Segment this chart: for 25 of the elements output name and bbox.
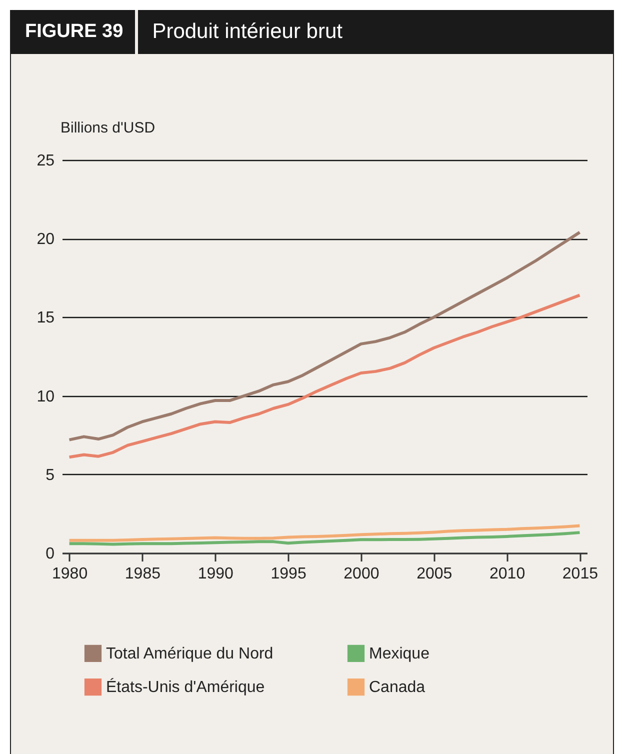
x-tick-label: 1985 bbox=[124, 566, 161, 582]
line-series bbox=[68, 524, 582, 542]
line-series bbox=[68, 531, 582, 546]
y-tick-label: 5 bbox=[46, 466, 55, 484]
line-series bbox=[68, 294, 582, 459]
x-tick-label: 1995 bbox=[270, 566, 306, 582]
x-tick-label: 2010 bbox=[489, 566, 526, 582]
chart-subtitle: Produit intérieur brut bbox=[151, 20, 342, 44]
y-tick-label: 25 bbox=[36, 152, 55, 170]
y-tick-label: 15 bbox=[36, 310, 55, 327]
x-tick-label: 2015 bbox=[562, 566, 598, 582]
x-tick-label: 1990 bbox=[198, 566, 234, 582]
y-tick-label: 0 bbox=[46, 546, 55, 562]
legend-label: États-Unis d'Amérique bbox=[106, 678, 265, 696]
x-tick-label: 2005 bbox=[416, 566, 452, 582]
legend-label: Canada bbox=[369, 679, 426, 696]
y-tick-label: 10 bbox=[36, 388, 55, 406]
y-axis-title: Billions d'USD bbox=[60, 120, 156, 136]
legend-label: Total Amérique du Nord bbox=[106, 645, 274, 662]
y-tick-label: 20 bbox=[36, 231, 55, 248]
x-tick-label: 1980 bbox=[52, 566, 88, 582]
chart-title: FIGURE 39 bbox=[11, 10, 138, 54]
legend-label: Mexique bbox=[369, 645, 430, 662]
x-tick-label: 2000 bbox=[344, 566, 380, 582]
line-series bbox=[68, 230, 582, 442]
